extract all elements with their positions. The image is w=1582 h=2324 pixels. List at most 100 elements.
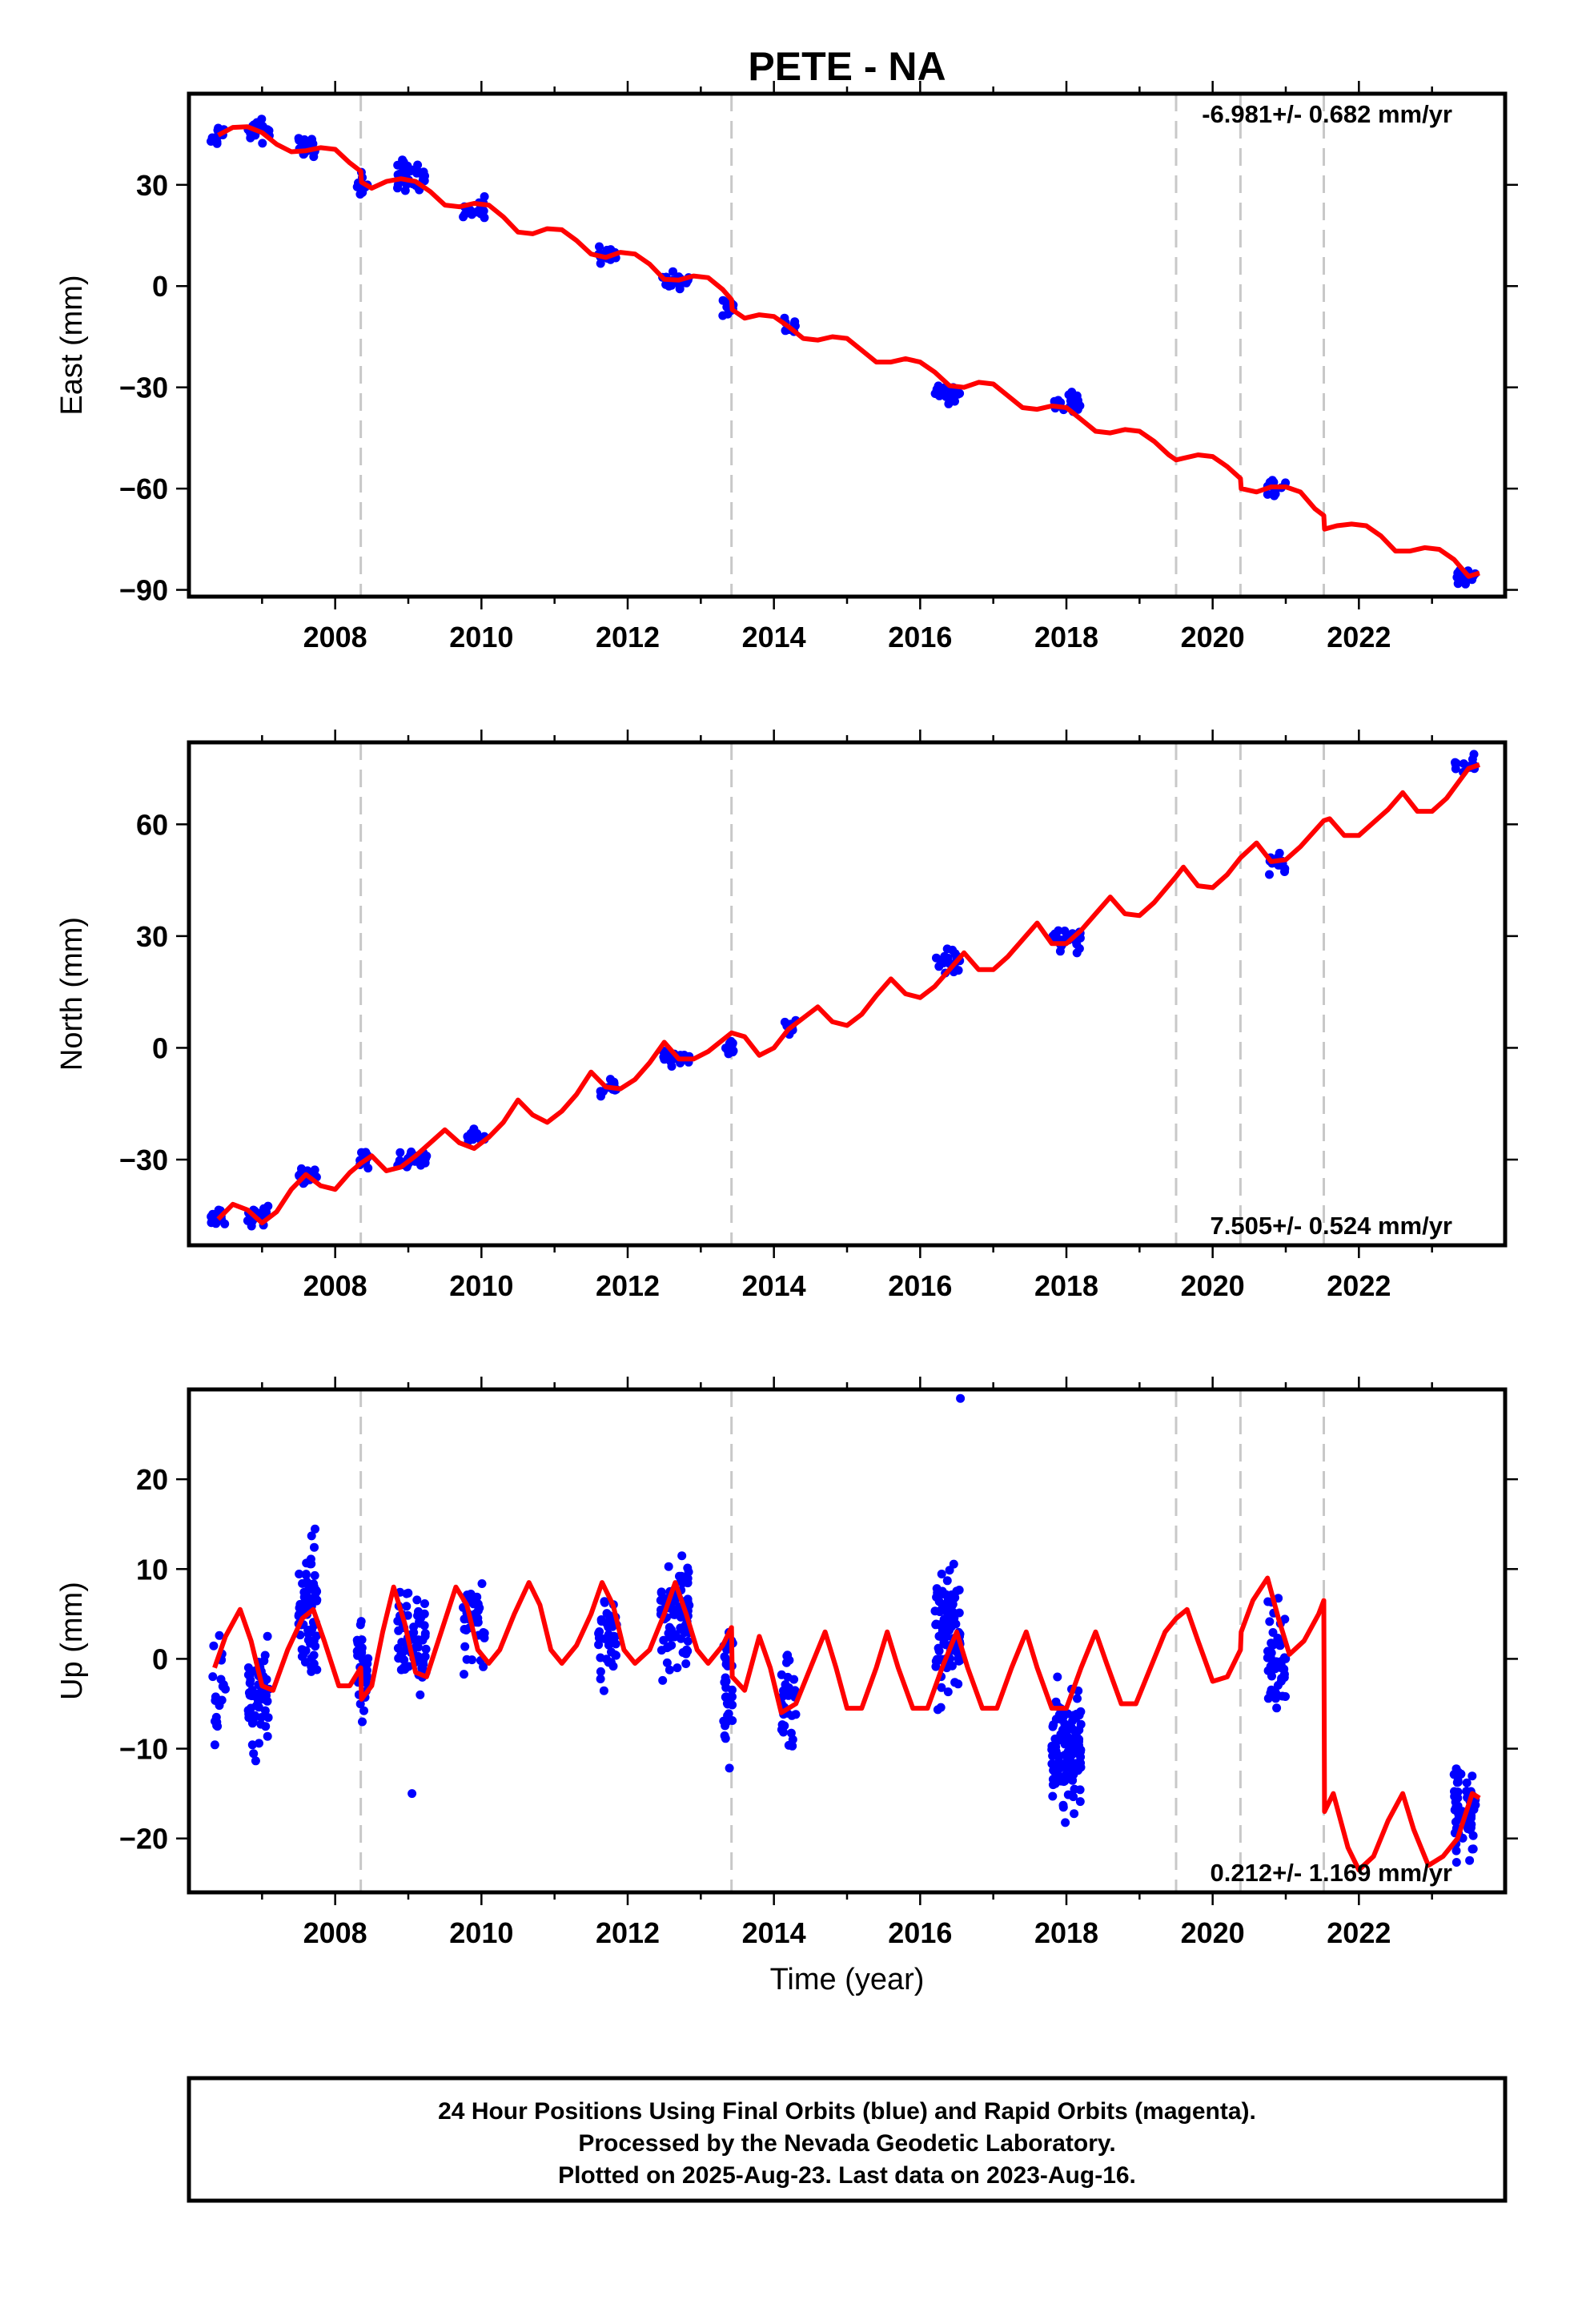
up-data-point <box>1281 1654 1291 1663</box>
north-data-point <box>1074 944 1084 953</box>
up-data-point <box>1263 1666 1273 1675</box>
up-data-point <box>938 1626 947 1636</box>
up-data-point <box>408 1789 417 1799</box>
up-data-point <box>353 1647 362 1655</box>
up-data-point <box>466 1590 476 1598</box>
up-data-point <box>307 1531 316 1541</box>
up-data-point <box>600 1597 609 1606</box>
up-data-point <box>1452 1846 1461 1856</box>
up-data-point <box>251 1689 261 1699</box>
up-data-point <box>1271 1657 1281 1667</box>
up-data-point <box>301 1570 311 1580</box>
east-panel: 2008 2010 2012 2014 2016 2018 2020 2022 30 0 −30 −6… <box>55 81 1518 653</box>
up-data-point <box>307 1625 317 1634</box>
east-data-point <box>595 242 604 251</box>
up-data-point <box>1058 1800 1068 1810</box>
up-data-point <box>934 1643 943 1653</box>
up-data-point <box>1063 1709 1073 1719</box>
up-data-point <box>947 1602 957 1611</box>
east-x-tick-label: 2022 <box>1327 621 1391 653</box>
up-data-point <box>683 1636 693 1646</box>
footer-line-2: Processed by the Nevada Geodetic Laborat… <box>578 2130 1115 2157</box>
footer-box: 24 Hour Positions Using Final Orbits (bl… <box>187 2076 1508 2203</box>
north-data-point <box>207 1212 216 1221</box>
up-plot-frame <box>187 1387 1508 1895</box>
up-data-point <box>720 1652 729 1662</box>
up-y-tick-label: 0 <box>152 1642 168 1675</box>
up-data-point <box>393 1643 403 1653</box>
up-data-point <box>309 1636 319 1646</box>
up-data-point <box>1058 1735 1068 1745</box>
up-data-point <box>954 1679 963 1689</box>
up-data-point <box>1070 1809 1079 1819</box>
east-data-point <box>953 389 962 399</box>
up-data-point <box>393 1616 403 1626</box>
up-data-point <box>1075 1797 1085 1807</box>
up-data-point <box>607 1647 616 1657</box>
east-model-line <box>217 124 1480 579</box>
up-data-point <box>215 1701 224 1711</box>
up-data-point <box>671 1609 680 1618</box>
up-data-point <box>355 1699 365 1709</box>
up-data-point <box>604 1630 613 1639</box>
up-data-point <box>1453 1777 1463 1787</box>
up-data-point <box>939 1638 949 1647</box>
up-data-point <box>472 1612 481 1622</box>
up-data-point <box>1070 1712 1079 1722</box>
up-data-point <box>421 1644 431 1654</box>
north-y-tick-label: −30 <box>119 1144 168 1176</box>
up-data-point <box>1073 1694 1082 1703</box>
up-data-point <box>604 1640 613 1650</box>
up-data-point <box>1466 1823 1476 1832</box>
north-data-point <box>607 1076 616 1086</box>
up-data-point <box>1068 1750 1077 1759</box>
north-data-point <box>950 949 960 959</box>
north-data-point <box>1054 926 1063 935</box>
up-data-point <box>420 1609 429 1618</box>
north-x-tick-label: 2010 <box>449 1269 513 1302</box>
north-data-point <box>666 1057 676 1067</box>
north-data-point <box>407 1147 416 1156</box>
x-axis-label: Time (year) <box>770 1963 925 1996</box>
up-data-point <box>667 1641 677 1650</box>
north-y-tick-label: 30 <box>136 920 168 953</box>
up-data-point <box>677 1551 687 1561</box>
up-data-point <box>664 1562 673 1571</box>
up-data-point <box>791 1710 801 1719</box>
east-x-tick-label: 2018 <box>1034 621 1098 653</box>
north-data-point <box>220 1219 230 1228</box>
up-x-tick-label: 2020 <box>1181 1916 1245 1949</box>
up-data-point <box>943 1687 953 1697</box>
up-x-tick-label: 2016 <box>888 1916 952 1949</box>
east-data-point <box>252 118 262 127</box>
up-x-tick-label: 2018 <box>1034 1916 1098 1949</box>
up-panel: 2008 2010 2012 2014 2016 2018 2020 202220100−10… <box>55 1377 1518 1949</box>
up-data-point <box>665 1622 674 1632</box>
up-data-point <box>725 1763 734 1773</box>
up-data-point <box>930 1606 940 1616</box>
up-data-point <box>937 1570 946 1578</box>
north-data-point <box>1451 758 1460 767</box>
up-data-point <box>477 1579 487 1588</box>
up-data-point <box>413 1651 423 1661</box>
up-data-point <box>221 1684 230 1694</box>
north-x-tick-label: 2012 <box>596 1269 660 1302</box>
up-data-point <box>249 1749 259 1759</box>
up-data-point <box>931 1662 941 1671</box>
up-data-point <box>1049 1766 1058 1775</box>
up-x-tick-label: 2022 <box>1327 1916 1391 1949</box>
up-data-point <box>245 1679 255 1688</box>
up-data-point <box>602 1655 611 1664</box>
east-data-points <box>207 115 1480 589</box>
up-x-tick-label: 2014 <box>742 1916 806 1949</box>
up-data-point <box>1468 1844 1478 1854</box>
up-y-tick-label: 20 <box>136 1463 168 1496</box>
east-y-tick-label: 30 <box>136 169 168 202</box>
up-data-point <box>358 1717 367 1727</box>
east-data-point <box>207 137 215 146</box>
north-x-tick-label: 2016 <box>888 1269 952 1302</box>
up-data-point <box>302 1577 311 1586</box>
up-data-point <box>255 1739 263 1748</box>
up-data-point <box>251 1756 260 1766</box>
